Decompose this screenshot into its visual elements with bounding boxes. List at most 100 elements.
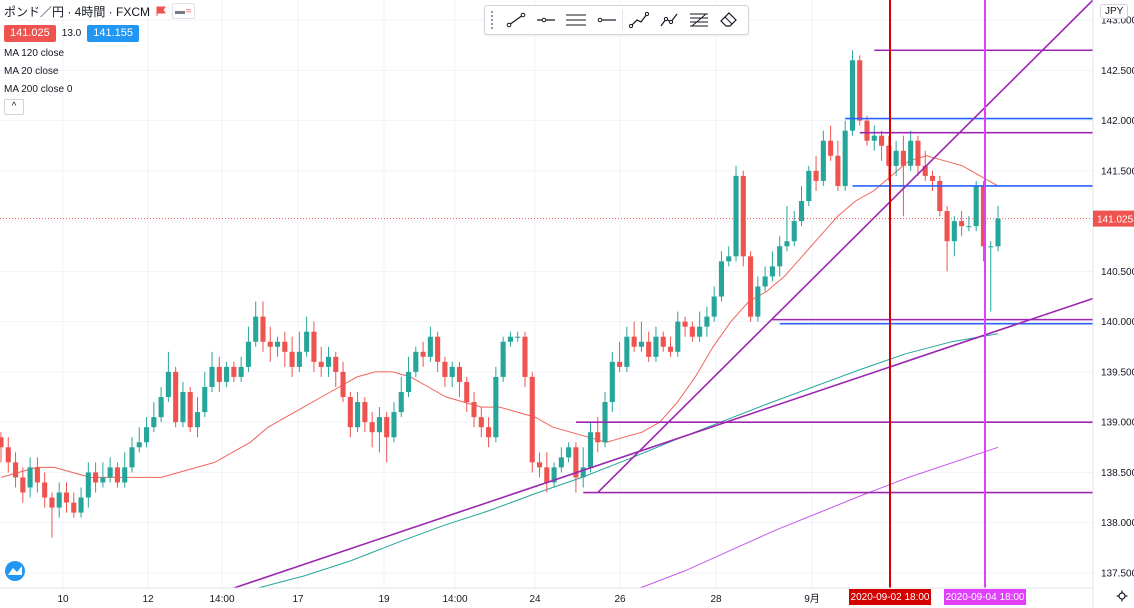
compare-icon: ≈ bbox=[186, 5, 192, 17]
sell-price[interactable]: 141.025 bbox=[4, 24, 56, 42]
candle-body bbox=[646, 341, 652, 357]
price-axis[interactable]: 137.500 138.000 138.500 139.000 139.500 140.0… bbox=[1092, 0, 1134, 608]
candle-body bbox=[791, 221, 797, 242]
candle-body bbox=[558, 457, 564, 468]
candle-body bbox=[384, 417, 390, 438]
series-toggle[interactable]: ▬ ≈ bbox=[172, 3, 195, 19]
symbol-row: ポンド／円 · 4時間 · FXCM ▬ ≈ bbox=[4, 2, 195, 20]
candle-body bbox=[347, 397, 353, 428]
candle-body bbox=[915, 140, 921, 166]
candle-body bbox=[697, 326, 703, 337]
candle-body bbox=[777, 246, 783, 267]
candle-body bbox=[624, 336, 630, 367]
gear-icon[interactable] bbox=[1116, 590, 1128, 602]
price-tick-label: 142.000 bbox=[1101, 116, 1134, 127]
eraser-tool[interactable] bbox=[714, 7, 744, 33]
candle-body bbox=[274, 341, 281, 347]
time-tick-label: 28 bbox=[710, 594, 722, 605]
trend-line-tool[interactable] bbox=[501, 7, 531, 33]
trend-line[interactable] bbox=[597, 0, 1094, 494]
candle-body bbox=[500, 341, 506, 377]
fib-retracement-tool[interactable] bbox=[684, 7, 714, 33]
candle-body bbox=[587, 432, 594, 468]
candle-body bbox=[267, 341, 273, 347]
candle-body bbox=[566, 447, 572, 458]
candle-body bbox=[849, 60, 855, 131]
candle-series bbox=[0, 50, 1001, 538]
candle-body bbox=[435, 336, 441, 362]
candle-body bbox=[107, 467, 113, 478]
tradingview-logo-icon[interactable] bbox=[4, 560, 26, 582]
candle-body bbox=[144, 427, 150, 443]
candle-body bbox=[769, 266, 775, 277]
price-tick-label: 140.000 bbox=[1101, 317, 1134, 328]
time-tick-label: 19 bbox=[378, 594, 390, 605]
candle-body bbox=[493, 376, 499, 438]
candle-body bbox=[653, 336, 659, 357]
candle-body bbox=[617, 361, 623, 367]
candle-body bbox=[828, 140, 834, 156]
horizontal-ray-tool[interactable] bbox=[531, 7, 561, 33]
ma120-line bbox=[257, 333, 999, 589]
candle-body bbox=[784, 241, 790, 247]
hide-series-icon: ▬ bbox=[175, 5, 185, 17]
time-label-box bbox=[849, 589, 931, 605]
candle-body bbox=[216, 366, 222, 382]
candle-body bbox=[864, 120, 870, 141]
candle-body bbox=[886, 145, 892, 166]
drag-handle-icon[interactable] bbox=[489, 11, 495, 29]
candle-body bbox=[56, 492, 62, 508]
candle-body bbox=[667, 346, 674, 352]
trend-line[interactable] bbox=[233, 297, 1094, 589]
candle-body bbox=[158, 397, 164, 418]
indicator-ma120[interactable]: MA 120 close bbox=[4, 48, 65, 59]
candle-body bbox=[900, 150, 906, 166]
candle-body bbox=[114, 467, 120, 483]
candle-body bbox=[413, 351, 419, 372]
candle-body bbox=[282, 341, 288, 352]
symbol-title[interactable]: ポンド／円 · 4時間 · FXCM bbox=[4, 4, 150, 19]
toolbar-separator bbox=[622, 10, 623, 30]
candle-body bbox=[427, 336, 433, 357]
candle-body bbox=[908, 140, 914, 166]
candle-body bbox=[456, 366, 463, 382]
parallel-channel-tool[interactable] bbox=[561, 7, 591, 33]
candle-body bbox=[631, 336, 637, 347]
polyline-tool[interactable] bbox=[624, 7, 654, 33]
candle-body bbox=[689, 326, 695, 337]
candle-body bbox=[573, 447, 579, 478]
buy-price[interactable]: 141.155 bbox=[87, 24, 139, 42]
currency-label[interactable]: JPY bbox=[1100, 4, 1129, 19]
candle-body bbox=[748, 256, 754, 317]
candle-body bbox=[449, 366, 455, 377]
candle-body bbox=[959, 221, 965, 227]
time-label-box bbox=[944, 589, 1026, 605]
time-axis[interactable]: 10 12 14:00 17 19 14:00 24 26 28 9月 2020-09-02 18:… bbox=[0, 587, 1093, 605]
candle-body bbox=[515, 336, 521, 338]
horizontal-line-tool[interactable] bbox=[591, 7, 621, 33]
candle-body bbox=[442, 361, 448, 377]
candle-body bbox=[507, 336, 513, 342]
candle-body bbox=[253, 316, 259, 342]
indicator-ma20[interactable]: MA 20 close bbox=[4, 66, 59, 77]
time-tick-label: 9月 bbox=[804, 593, 820, 605]
candle-body bbox=[595, 432, 601, 443]
collapse-legend-button[interactable]: ^ bbox=[4, 99, 24, 115]
candle-body bbox=[362, 402, 368, 423]
price-tick-label: 138.000 bbox=[1101, 518, 1134, 529]
path-tool[interactable] bbox=[654, 7, 684, 33]
candle-body bbox=[100, 477, 106, 483]
flag-icon[interactable] bbox=[156, 6, 166, 16]
candle-body bbox=[194, 412, 201, 428]
candle-body bbox=[369, 422, 375, 433]
indicator-ma200[interactable]: MA 200 close 0 bbox=[4, 84, 73, 95]
candle-body bbox=[71, 502, 77, 513]
candle-body bbox=[937, 180, 943, 212]
price-tick-label: 137.500 bbox=[1101, 568, 1134, 579]
price-tick-label: 142.500 bbox=[1101, 66, 1134, 77]
drawing-objects[interactable] bbox=[233, 0, 1094, 589]
parallel-channel-icon bbox=[566, 14, 586, 26]
candle-body bbox=[726, 256, 732, 262]
candle-body bbox=[966, 226, 972, 228]
